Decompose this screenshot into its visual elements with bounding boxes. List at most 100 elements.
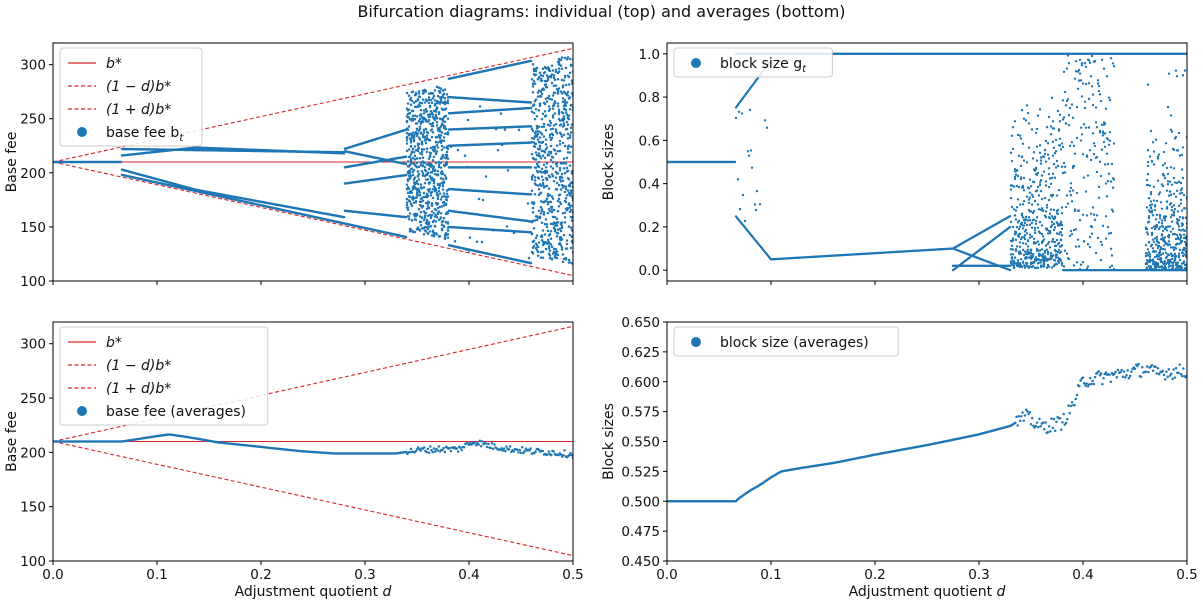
- data-point: [554, 84, 558, 87]
- data-point: [405, 183, 409, 186]
- data-point: [1008, 225, 1012, 229]
- data-point: [532, 79, 536, 83]
- data-point: [567, 191, 571, 195]
- data-point: [537, 152, 541, 155]
- data-point: [427, 206, 431, 210]
- data-point: [561, 179, 565, 182]
- data-point: [436, 195, 440, 198]
- data-point: [567, 75, 571, 79]
- data-point: [558, 241, 562, 245]
- data-point: [538, 147, 542, 151]
- data-point: [1054, 256, 1058, 259]
- data-point: [430, 101, 434, 104]
- data-point: [1035, 127, 1039, 131]
- data-point: [545, 223, 549, 226]
- data-point: [763, 119, 767, 122]
- data-point: [548, 232, 552, 236]
- data-point: [430, 135, 434, 139]
- data-point: [551, 133, 555, 137]
- data-point: [431, 96, 435, 100]
- data-point: [549, 76, 553, 79]
- data-point: [442, 195, 446, 198]
- data-point: [419, 220, 423, 224]
- data-point: [431, 229, 435, 232]
- data-point: [553, 229, 557, 233]
- data-point: [560, 135, 564, 138]
- data-point: [426, 188, 430, 191]
- legend-box: [59, 47, 203, 147]
- data-point: [1036, 203, 1040, 206]
- data-point: [548, 193, 552, 197]
- data-point: [415, 122, 419, 125]
- data-point: [405, 131, 409, 135]
- data-point: [1017, 219, 1021, 223]
- data-point: [419, 210, 423, 214]
- data-point: [1023, 221, 1027, 225]
- data-point: [412, 150, 416, 154]
- data-point: [536, 95, 540, 98]
- data-point: [446, 221, 450, 224]
- data-point: [560, 56, 564, 59]
- data-point: [444, 221, 448, 224]
- data-point: [554, 68, 558, 72]
- data-point: [557, 110, 561, 114]
- data-point: [1034, 219, 1038, 223]
- data-point: [569, 189, 573, 193]
- data-point: [1013, 175, 1017, 179]
- data-point: [432, 231, 436, 235]
- data-point: [432, 149, 436, 153]
- data-point: [443, 132, 447, 136]
- data-point: [549, 229, 553, 233]
- data-point: [431, 159, 435, 162]
- data-point: [412, 134, 416, 137]
- data-point: [1047, 241, 1051, 244]
- data-point: [418, 152, 422, 155]
- data-point: [540, 167, 544, 171]
- data-point: [439, 166, 443, 169]
- data-point: [1027, 201, 1031, 205]
- data-point: [438, 137, 442, 140]
- data-point: [1015, 169, 1019, 173]
- plot-area: [667, 52, 1187, 272]
- data-point: [570, 92, 573, 95]
- data-point: [422, 109, 426, 112]
- data-point: [1016, 198, 1020, 201]
- data-point: [548, 209, 552, 213]
- data-point: [413, 114, 417, 117]
- data-point: [410, 204, 414, 207]
- data-point: [431, 196, 435, 200]
- data-point: [1013, 168, 1017, 171]
- data-point: [416, 149, 420, 153]
- data-point: [404, 155, 408, 158]
- data-point: [1039, 264, 1043, 267]
- data-point: [426, 227, 430, 231]
- data-point: [563, 98, 567, 102]
- data-point: [1052, 208, 1056, 212]
- data-point: [424, 230, 428, 233]
- data-point: [565, 166, 569, 170]
- data-point: [1014, 249, 1018, 253]
- data-point: [560, 176, 564, 179]
- data-point: [1027, 122, 1031, 125]
- data-point: [407, 116, 411, 119]
- data-point: [1036, 266, 1040, 270]
- data-point: [547, 245, 551, 248]
- data-point: [536, 184, 540, 187]
- data-point: [1051, 120, 1055, 123]
- data-point: [425, 134, 429, 137]
- data-point: [544, 199, 548, 202]
- data-point: [1040, 248, 1044, 251]
- data-point: [569, 145, 573, 149]
- data-point: [405, 203, 409, 207]
- data-point: [435, 143, 439, 147]
- data-point: [446, 147, 450, 151]
- data-point: [566, 56, 570, 59]
- data-point: [539, 184, 543, 188]
- data-point: [417, 208, 421, 211]
- data-point: [549, 121, 553, 125]
- data-point: [542, 211, 546, 214]
- data-point: [439, 99, 443, 103]
- data-point: [563, 75, 567, 79]
- data-point: [422, 195, 426, 199]
- data-point: [427, 221, 431, 224]
